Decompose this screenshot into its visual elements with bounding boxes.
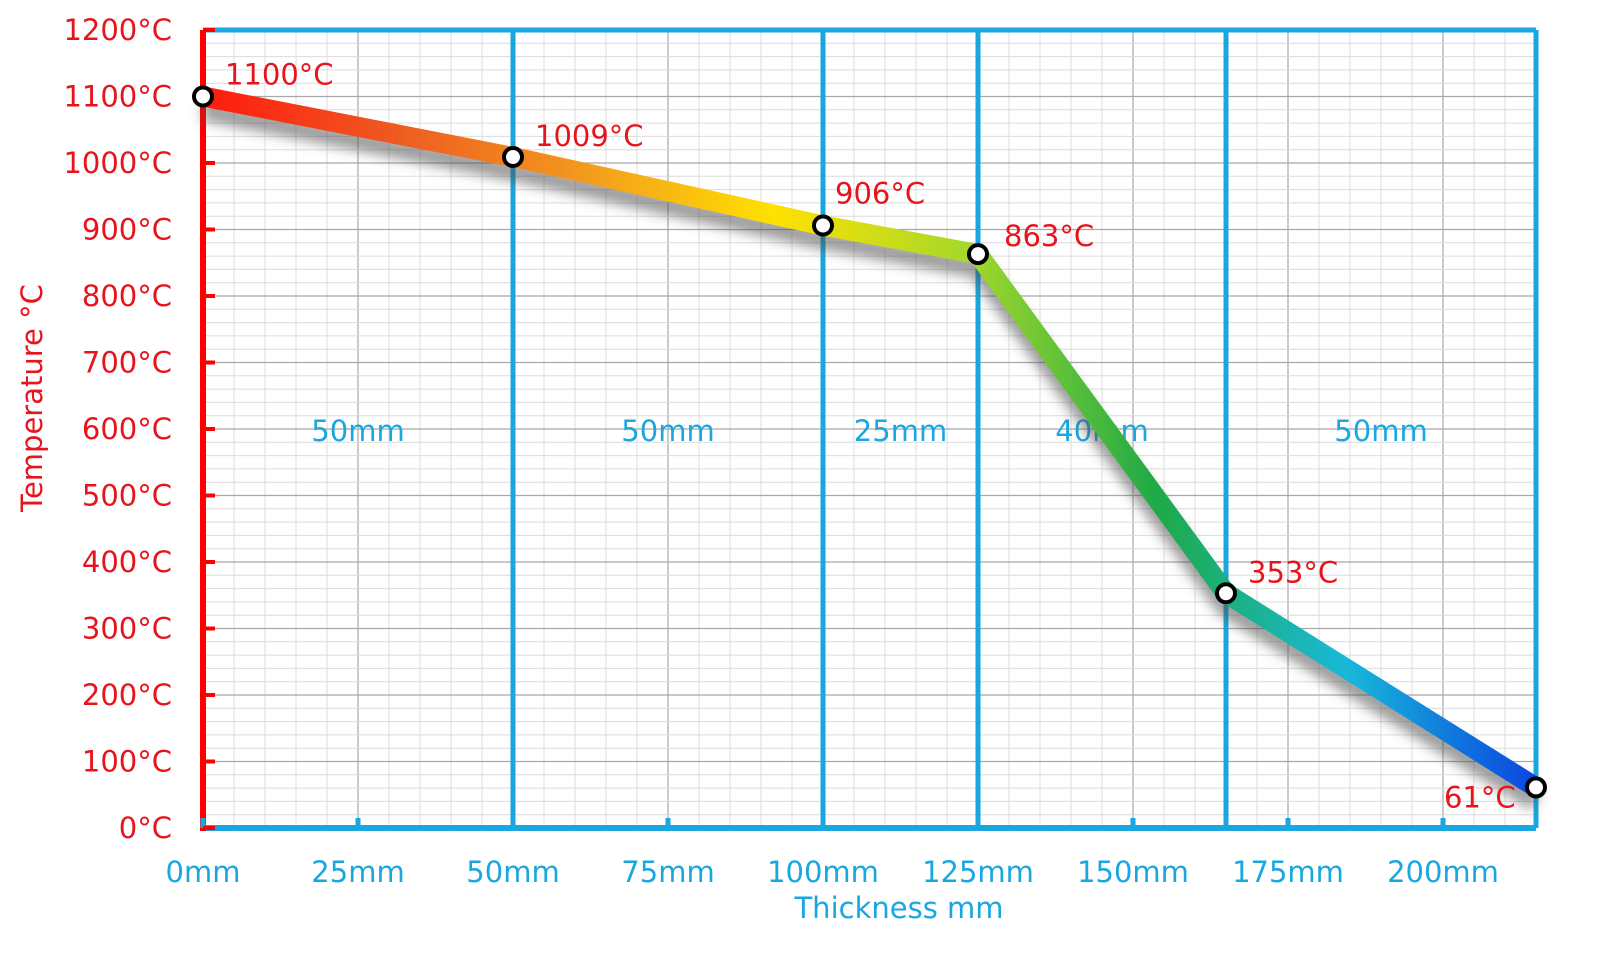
x-tick-label: 125mm [922, 855, 1034, 889]
x-tick-label: 200mm [1387, 855, 1499, 889]
axes: 0mm 25mm 50mm 75mm 100mm 125mm 150mm 175mm 200mm… [63, 13, 1536, 889]
data-point-marker [812, 214, 834, 237]
y-tick-label: 900°C [82, 213, 172, 247]
x-tick-label: 0mm [166, 855, 241, 889]
y-tick-label: 1200°C [63, 13, 172, 47]
temperature-line [201, 86, 1542, 796]
y-tick-label: 400°C [82, 545, 172, 579]
y-axis-title: Temperature °C [15, 284, 49, 513]
temperature-series [192, 85, 1547, 810]
data-point-marker [1215, 582, 1237, 605]
y-tick-label: 700°C [82, 346, 172, 380]
y-tick-label: 300°C [82, 612, 172, 646]
layer-thickness-label: 50mm [311, 414, 404, 448]
layer-thickness-label: 50mm [1334, 414, 1427, 448]
data-point-label: 1009°C [535, 119, 644, 153]
y-tick-label: 100°C [82, 745, 172, 779]
x-tick-label: 50mm [466, 855, 559, 889]
data-point-label: 1100°C [225, 58, 334, 92]
y-tick-label: 800°C [82, 279, 172, 313]
y-tick-label: 0°C [119, 811, 172, 845]
data-point-marker [1525, 776, 1547, 799]
layer-thickness-label: 25mm [854, 414, 947, 448]
x-tick-label: 150mm [1077, 855, 1189, 889]
data-point-marker [502, 146, 524, 169]
data-point-marker [967, 243, 989, 266]
layer-labels: 50mm 50mm 25mm 40mm 50mm [311, 414, 1427, 448]
x-tick-label: 25mm [311, 855, 404, 889]
y-tick-label: 200°C [82, 678, 172, 712]
data-point-marker [192, 85, 214, 108]
data-point-label: 353°C [1248, 555, 1338, 589]
data-point-label: 863°C [1004, 219, 1094, 253]
x-axis-title: Thickness mm [793, 891, 1003, 925]
y-tick-label: 500°C [82, 479, 172, 513]
y-tick-label: 600°C [82, 412, 172, 446]
x-tick-label: 75mm [621, 855, 714, 889]
series-shadow [201, 100, 1542, 810]
data-point-label: 906°C [835, 177, 925, 211]
y-tick-label: 1100°C [63, 80, 172, 114]
x-tick-label: 100mm [767, 855, 879, 889]
x-tick-label: 175mm [1232, 855, 1344, 889]
y-tick-label: 1000°C [63, 146, 172, 180]
layer-thickness-label: 50mm [621, 414, 714, 448]
data-point-label: 61°C [1444, 780, 1516, 814]
point-labels: 1100°C 1009°C 906°C 863°C 353°C 61°C [225, 58, 1516, 815]
